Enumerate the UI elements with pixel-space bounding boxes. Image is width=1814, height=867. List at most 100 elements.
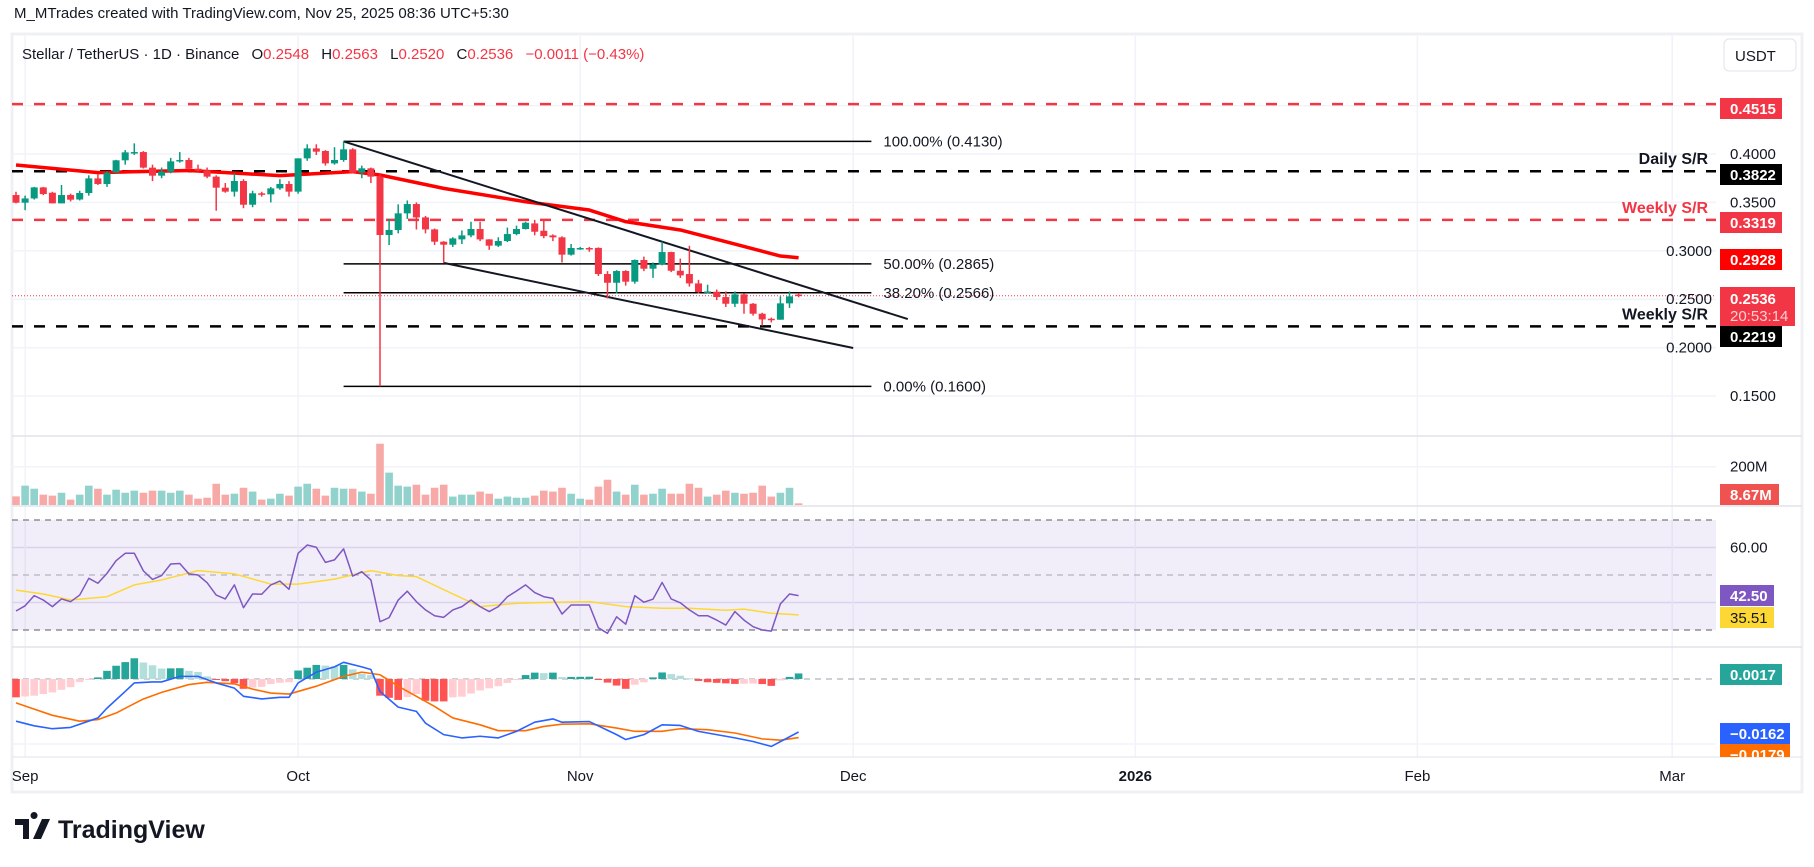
candle-body <box>776 303 784 320</box>
candle-body <box>358 168 366 173</box>
macd-histogram-bar <box>294 670 302 679</box>
candle-body <box>367 168 375 177</box>
candle <box>431 228 439 245</box>
macd-histogram-bar <box>157 668 166 679</box>
candle-body <box>194 168 202 171</box>
volume-bar <box>731 492 739 505</box>
trendlines[interactable] <box>343 140 909 349</box>
candle-body <box>385 229 393 236</box>
candle-body <box>667 252 675 271</box>
candle <box>112 159 120 173</box>
currency-button[interactable]: USDT <box>1723 38 1797 72</box>
volume-bar <box>776 492 785 505</box>
volume-bar <box>603 479 612 505</box>
tag-countdown: 20:53:14 <box>1730 308 1788 325</box>
macd-histogram-bar <box>785 676 794 679</box>
candle <box>458 230 466 245</box>
candle-body <box>376 176 384 236</box>
candle <box>221 183 229 193</box>
volume-bar <box>21 485 29 505</box>
horizontal-levels[interactable]: Daily S/R Weekly S/R Weekly S/R <box>12 102 1716 328</box>
macd-histogram-bar <box>640 679 648 683</box>
trendline <box>443 261 854 349</box>
price-axis-label: 0.3000 <box>1666 243 1712 260</box>
volume-bar <box>212 483 220 505</box>
macd-histogram-bar <box>767 679 776 686</box>
volume-bar <box>785 487 794 505</box>
candle-body <box>494 241 502 246</box>
volume-bar <box>758 485 766 505</box>
volume-bar <box>130 490 139 505</box>
macd-histogram-bar <box>276 679 284 683</box>
candle-body <box>412 204 420 218</box>
macd-histogram-bar <box>567 676 575 679</box>
volume-bar <box>103 494 111 505</box>
macd-histogram-bar <box>558 677 566 679</box>
candle-body <box>622 271 630 282</box>
macd-histogram-bar <box>330 666 339 679</box>
candle <box>76 190 84 201</box>
candle <box>230 173 238 197</box>
rsi-ma-line <box>15 569 799 616</box>
candle-body <box>685 274 693 284</box>
macd-histogram-bar <box>776 679 785 681</box>
macd-histogram-bar <box>676 675 685 679</box>
candle-body <box>713 291 721 298</box>
x-axis-label: Mar <box>1659 768 1685 785</box>
fib-retracement[interactable]: 100.00% (0.4130) 50.00% (0.2865) 38.20% (0… <box>343 133 1003 395</box>
candle-body <box>676 270 684 276</box>
candle-body <box>394 213 402 230</box>
volume-bar <box>749 492 757 505</box>
macd-histogram-bar <box>685 678 694 680</box>
candle <box>294 158 302 194</box>
macd-histogram-bar <box>94 677 102 679</box>
candle <box>158 167 166 179</box>
macd-histogram-bar <box>248 679 257 688</box>
volume-bar <box>221 494 230 505</box>
candle-body <box>258 193 266 195</box>
candle <box>340 141 348 162</box>
candle <box>676 258 684 278</box>
candle-body <box>649 264 657 269</box>
candle <box>440 241 448 263</box>
candle-body <box>130 152 138 154</box>
volume-bar <box>576 498 584 505</box>
candle-body <box>594 247 602 275</box>
candle <box>758 312 766 326</box>
macd-histogram-bar <box>449 679 457 698</box>
candle <box>649 262 657 278</box>
candle-body <box>240 181 247 205</box>
volume-bar <box>621 494 630 505</box>
macd-histogram-bar <box>12 679 20 698</box>
candle <box>194 164 202 172</box>
macd-histogram-bar <box>412 679 421 695</box>
candle <box>312 144 320 155</box>
macd-histogram-bar <box>185 670 193 679</box>
volume-bars <box>12 443 803 505</box>
candle <box>321 150 329 166</box>
candle-body <box>212 176 220 188</box>
macd-histogram-bar <box>303 667 311 679</box>
macd-histogram-bar <box>21 679 29 697</box>
volume-bar <box>439 484 448 505</box>
volume-bar <box>767 496 776 505</box>
macd-histogram-bar <box>212 679 220 680</box>
macd-histogram-bar <box>631 679 639 685</box>
candle-body <box>749 303 757 314</box>
volume-bar <box>530 495 539 505</box>
volume-bar <box>367 493 375 505</box>
tradingview-logo[interactable]: TradingView <box>15 812 205 844</box>
macd-histogram-bar <box>476 679 484 691</box>
candle <box>103 171 111 187</box>
candle-body <box>85 178 93 194</box>
open-value: 0.2548 <box>263 46 309 63</box>
ohlc-legend: Stellar / TetherUS · 1D · Binance O0.254… <box>22 46 644 63</box>
macd-histogram-bar <box>367 675 375 679</box>
macd-histogram-bar <box>203 676 211 679</box>
macd-histogram-bar <box>339 664 348 679</box>
candle <box>513 225 520 236</box>
macd-histogram-bar <box>166 668 175 679</box>
candle-body <box>467 229 475 236</box>
